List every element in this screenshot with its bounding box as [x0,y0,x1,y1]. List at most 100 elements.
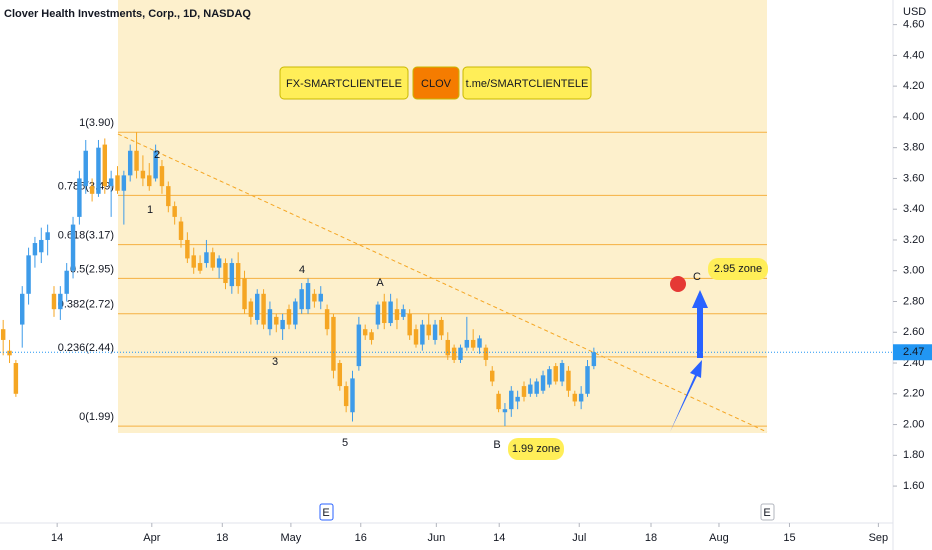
candle-body [274,316,279,325]
chart-title: Clover Health Investments, Corp., 1D, NA… [4,8,251,20]
y-tick-label: 4.00 [903,111,924,123]
candle-body [32,243,38,256]
candle-body [528,384,533,394]
last-price-badge [893,344,932,361]
candle-body [115,175,120,191]
candle-body [337,363,343,387]
candle-body [178,221,184,240]
candle-body [566,370,571,391]
candle-body [470,339,476,348]
candle-body [223,263,228,284]
candle-body [267,309,273,330]
candle-body [375,304,381,325]
candle-body [242,278,247,310]
y-tick-label: 3.80 [903,142,924,154]
candle-body [229,263,235,287]
candle-body [547,369,552,385]
x-tick-label: 18 [645,532,657,544]
candle-body [0,329,6,340]
fib-label: 0.618(3.17) [58,229,114,241]
badge [412,66,460,100]
candle-body [159,166,165,187]
candle-body [147,175,152,187]
y-tick-label: 2.80 [903,295,924,307]
candle-body [210,252,215,268]
y-tick-label: 2.20 [903,388,924,400]
x-tick-label: May [281,532,302,544]
plot: 1(3.90)0.786(3.49)0.618(3.17)0.5(2.95)0.… [0,117,767,427]
candle-body [585,366,590,394]
candle-body [432,324,438,340]
candle-body [521,386,527,397]
candle-body [324,309,330,330]
fib-label: 0.382(2.72) [58,299,114,311]
candle-body [362,329,368,336]
x-tick-label: Jun [427,532,445,544]
y-tick-label: 1.80 [903,449,924,461]
x-tick-label: 18 [216,532,228,544]
candle-body [413,329,419,345]
event-icon[interactable] [319,503,334,521]
candle-body [407,313,412,336]
candle-body [394,309,400,320]
candle-body [356,324,362,367]
candle-body [369,332,374,340]
candle-body [534,381,539,394]
candle-body [515,396,520,402]
last-price-label: 2.47 [903,346,924,358]
candle-body [248,301,254,317]
candle-body [553,366,558,382]
badge [279,66,409,100]
x-tick-label: Sep [869,532,889,544]
candle-body [477,338,482,348]
candle-body [350,378,355,413]
y-tick-label: 3.20 [903,234,924,246]
candle-body [483,347,489,360]
candle-body [89,186,95,194]
x-tick-label: Jul [572,532,586,544]
candle-body [20,293,25,325]
candle-body [382,301,387,324]
x-tick-label: Apr [143,532,160,544]
wave-label: 4 [299,264,305,276]
candle-body [166,186,171,207]
candle-body [286,309,292,325]
event-icon[interactable] [760,503,775,521]
candle-body [255,293,260,320]
note-label: 1.99 zone [512,443,560,455]
x-tick-label: 14 [51,532,63,544]
candle-body [96,147,101,194]
candle-body [318,293,323,302]
y-tick-label: 2.00 [903,418,924,430]
trend-line [117,133,768,433]
candle-body [70,224,76,271]
badge-label: FX-SMARTCLIENTELE [286,78,402,90]
candle-body [216,258,222,268]
candle-body [293,301,298,325]
candle-body [451,347,457,360]
candle-body [83,150,88,187]
candle-body [312,293,317,302]
badge-label: t.me/SMARTCLIENTELE [466,78,589,90]
y-tick-label: 3.00 [903,265,924,277]
wave-label: 2 [154,149,160,161]
currency: USD [903,6,926,18]
candle-body [343,386,349,407]
fib-label: 1(3.90) [79,117,114,129]
y-tick-label: 2.60 [903,326,924,338]
candle-body [64,270,69,294]
y-tick-label: 1.60 [903,480,924,492]
candle-body [102,144,108,187]
candle-body [559,363,565,382]
arrow [692,290,708,358]
candle-body [51,293,57,310]
candle-body [458,347,463,360]
candle-body [77,178,82,217]
candle-body [578,393,584,402]
candle-body [388,301,393,324]
candle-body [572,393,578,402]
candle-body [140,170,146,179]
x-tick-label: 14 [493,532,505,544]
candle-body [127,150,133,176]
wave-label: B [493,439,500,451]
